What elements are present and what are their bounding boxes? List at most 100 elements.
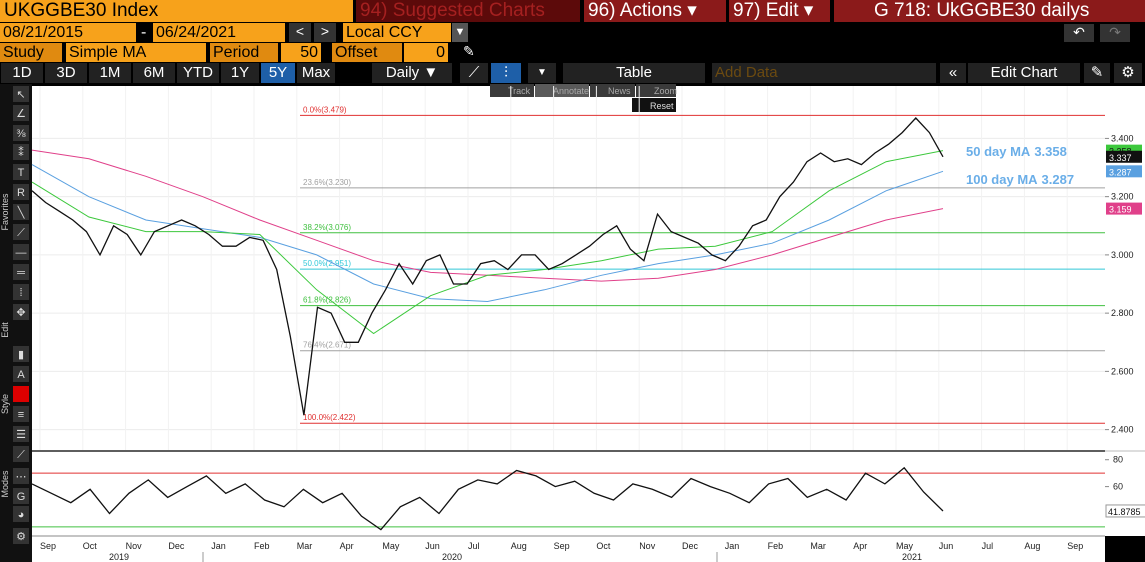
prev-button[interactable]: < — [289, 23, 311, 42]
currency-dropdown[interactable]: ▼ — [452, 23, 468, 42]
bar-icon[interactable]: ⫶ — [491, 63, 521, 83]
y-tick-label: 2.800 — [1111, 308, 1134, 318]
tool-glyph: ☰ — [16, 429, 26, 441]
x-tick-label: Dec — [682, 541, 699, 551]
tool-icon — [13, 204, 29, 220]
tool-glyph: ╲ — [17, 205, 26, 219]
x-tick-label: Nov — [639, 541, 656, 551]
currency[interactable]: Local CCY — [343, 23, 451, 42]
add-data[interactable]: Add Data — [712, 63, 936, 83]
x-tick-label: Mar — [810, 541, 826, 551]
start-date[interactable]: 08/21/2015 — [0, 23, 136, 42]
tool-glyph: ≡ — [18, 409, 24, 421]
x-tick-label: Jan — [211, 541, 226, 551]
x-tick-label: Sep — [554, 541, 570, 551]
x-tick-label: Aug — [1024, 541, 1040, 551]
ma-legend-name: 50 day MA — [966, 144, 1031, 159]
tool-glyph: ⁞ — [19, 287, 22, 299]
study-label: Study — [0, 43, 62, 62]
ma-legend-value: 3.287 — [1042, 172, 1075, 187]
tool-label: Annotate — [553, 86, 589, 96]
series-line — [31, 117, 944, 416]
fib-label: 76.4%(2.671) — [303, 341, 351, 350]
suggested-charts[interactable]: 94) Suggested Charts — [356, 0, 580, 22]
year-label: 2019 — [109, 552, 129, 562]
edit-icon[interactable]: ✎ — [1084, 63, 1110, 83]
tool-glyph: ⁑ — [18, 146, 24, 159]
tool-icon — [13, 366, 29, 382]
value-badge — [1105, 504, 1145, 518]
y-tick-label: 60 — [1113, 482, 1123, 492]
y-tick-label: 80 — [1113, 455, 1123, 465]
edit-chart[interactable]: Edit Chart — [968, 63, 1080, 83]
sidebar-label: Favorites — [0, 193, 10, 231]
range-button[interactable]: 1D — [1, 63, 43, 83]
tool-icon — [13, 184, 29, 200]
series-line — [31, 164, 944, 303]
tool-glyph: ∠ — [16, 108, 26, 120]
tool-glyph: ✥ — [16, 307, 25, 319]
y-tick-label: 2.400 — [1111, 425, 1134, 435]
x-tick-label: May — [382, 541, 400, 551]
range-button[interactable]: Max — [297, 63, 335, 83]
range-button[interactable]: 5Y — [261, 63, 295, 83]
chart: ↖ ∠ ⅜ ⁑ TR ╲ ⟋ — ═ ⁞ ✥ ▮ A ≡ ☰ ⟋ ⋯ G ◕ ⚙ Favorites Edit Style M… — [0, 84, 1145, 562]
reset-label: Reset — [650, 101, 674, 111]
chart-dropdown[interactable]: ▼ — [528, 63, 556, 83]
tool-glyph: ⚙ — [16, 531, 26, 543]
x-tick-label: Jul — [468, 541, 480, 551]
range-button[interactable]: 1Y — [221, 63, 259, 83]
sidebar-label: Style — [0, 394, 10, 414]
tool-glyph: G — [17, 491, 26, 503]
tool-icon — [13, 386, 29, 402]
tool-glyph: T — [18, 167, 25, 179]
offset[interactable]: 0 — [404, 43, 448, 62]
fib-label: 100.0%(2.422) — [303, 413, 356, 422]
period[interactable]: 50 — [281, 43, 321, 62]
ma-legend-name: 100 day MA — [966, 172, 1038, 187]
actions-menu[interactable]: 96) Actions ▾ — [584, 0, 726, 22]
pen-icon[interactable]: ✎ — [463, 43, 475, 59]
fib-label: 0.0%(3.479) — [303, 105, 347, 114]
settings-icon[interactable]: ⚙ — [1114, 63, 1142, 83]
tool-glyph: ◕ — [18, 509, 25, 521]
end-date[interactable]: 06/24/2021 — [153, 23, 285, 42]
undo[interactable]: ↶ — [1064, 24, 1094, 42]
x-tick-label: Jun — [939, 541, 954, 551]
next-button[interactable]: > — [314, 23, 336, 42]
tool-icon — [13, 426, 29, 442]
redo[interactable]: ↷ — [1100, 24, 1130, 42]
x-tick-label: Nov — [126, 541, 143, 551]
xaxis-bg — [32, 536, 1105, 562]
tool-button — [535, 84, 589, 97]
x-tick-label: May — [896, 541, 914, 551]
collapse[interactable]: « — [940, 63, 966, 83]
tool-icon — [13, 488, 29, 504]
range-button[interactable]: 6M — [133, 63, 175, 83]
value-badge — [1106, 202, 1142, 215]
date-sep: - — [141, 24, 147, 41]
range-button[interactable]: 1M — [89, 63, 131, 83]
ma-legend: 50 day MA 3.358 — [966, 144, 1067, 159]
tool-glyph: — — [16, 247, 27, 259]
y-tick-label: 3.000 — [1111, 250, 1134, 260]
offset-label: Offset — [332, 43, 402, 62]
tool-glyph: ⋯ — [16, 471, 27, 483]
tool-icon — [13, 125, 29, 141]
y-tick-label: 3.400 — [1111, 133, 1134, 143]
value-badge-label: 3.337 — [1109, 153, 1132, 163]
range-button[interactable]: 3D — [45, 63, 87, 83]
year-label: 2021 — [902, 552, 922, 562]
frequency[interactable]: Daily ▼ — [372, 63, 452, 83]
x-tick-label: Sep — [1067, 541, 1083, 551]
tool-icon — [13, 264, 29, 280]
study[interactable]: Simple MA — [66, 43, 206, 62]
edit-menu[interactable]: 97) Edit ▾ — [729, 0, 830, 22]
range-button[interactable]: YTD — [177, 63, 219, 83]
line-icon[interactable]: ⟋ — [460, 63, 488, 83]
series-line — [31, 150, 944, 335]
x-tick-label: Apr — [853, 541, 867, 551]
security[interactable]: UKGGBE30 Index — [0, 0, 353, 22]
table-button[interactable]: Table — [563, 63, 705, 83]
